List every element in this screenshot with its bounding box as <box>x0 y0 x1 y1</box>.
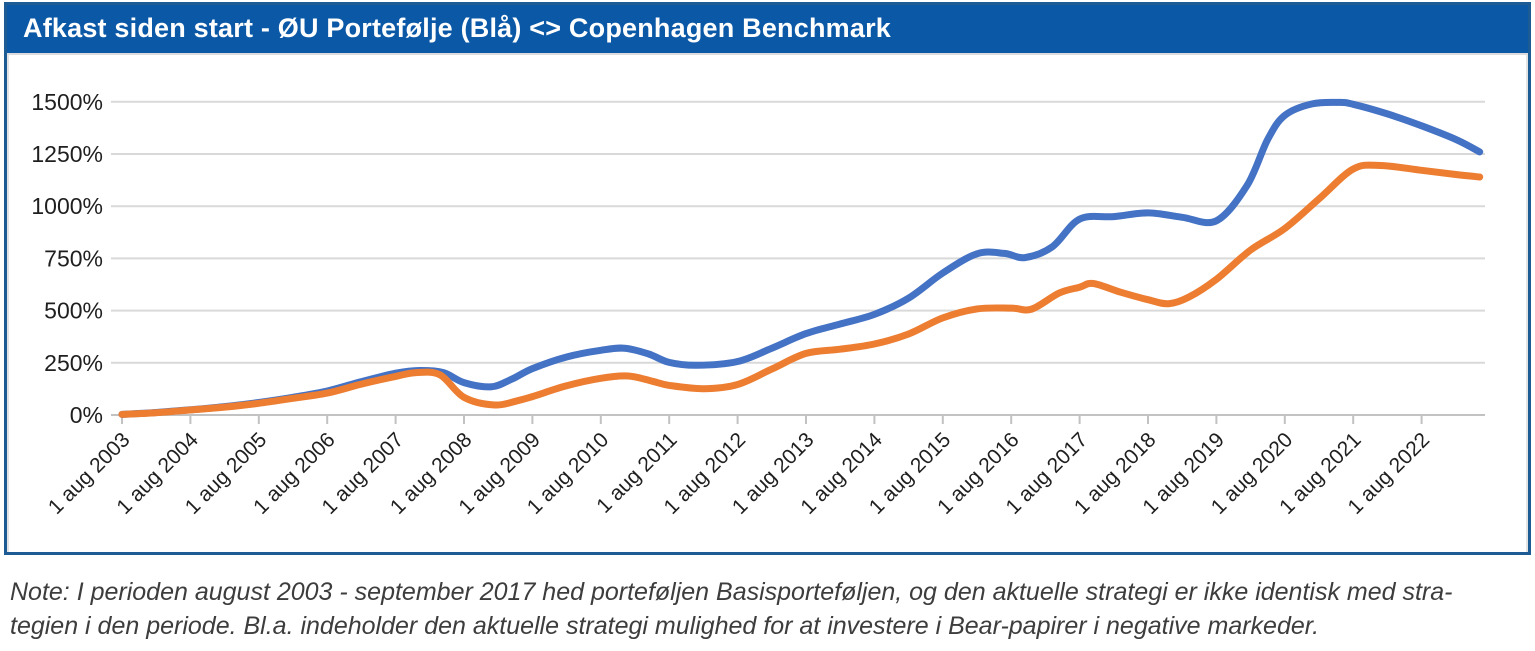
chart-title: Afkast siden start - ØU Portefølje (Blå)… <box>23 13 891 43</box>
returns-line-chart: 0%250%500%750%1000%1250%1500%1 aug 20031… <box>31 89 1485 519</box>
chart-title-bar: Afkast siden start - ØU Portefølje (Blå)… <box>7 5 1528 53</box>
y-axis-tick-label: 750% <box>44 245 103 271</box>
chart-plot-area: 0% 250% 500% 750% 1000% 1250% 1500% 1 aug 2003 1… <box>7 53 1528 552</box>
y-axis-tick-label: 1500% <box>31 89 103 115</box>
y-axis-tick-label: 0% <box>70 402 103 428</box>
benchmark-line-series <box>118 161 1484 418</box>
y-axis-tick-label: 500% <box>44 298 103 324</box>
y-axis-tick-label: 1250% <box>31 141 103 167</box>
chart-frame: Afkast siden start - ØU Portefølje (Blå)… <box>4 2 1531 555</box>
y-axis-tick-label: 250% <box>44 350 103 376</box>
footnote-line-1: Note: I perioden august 2003 - september… <box>10 578 1453 606</box>
footnote: Note: I perioden august 2003 - september… <box>0 555 1535 643</box>
y-axis-tick-label: 1000% <box>31 193 103 219</box>
footnote-line-2: tegien i den periode. Bl.a. indeholder d… <box>10 612 1320 640</box>
